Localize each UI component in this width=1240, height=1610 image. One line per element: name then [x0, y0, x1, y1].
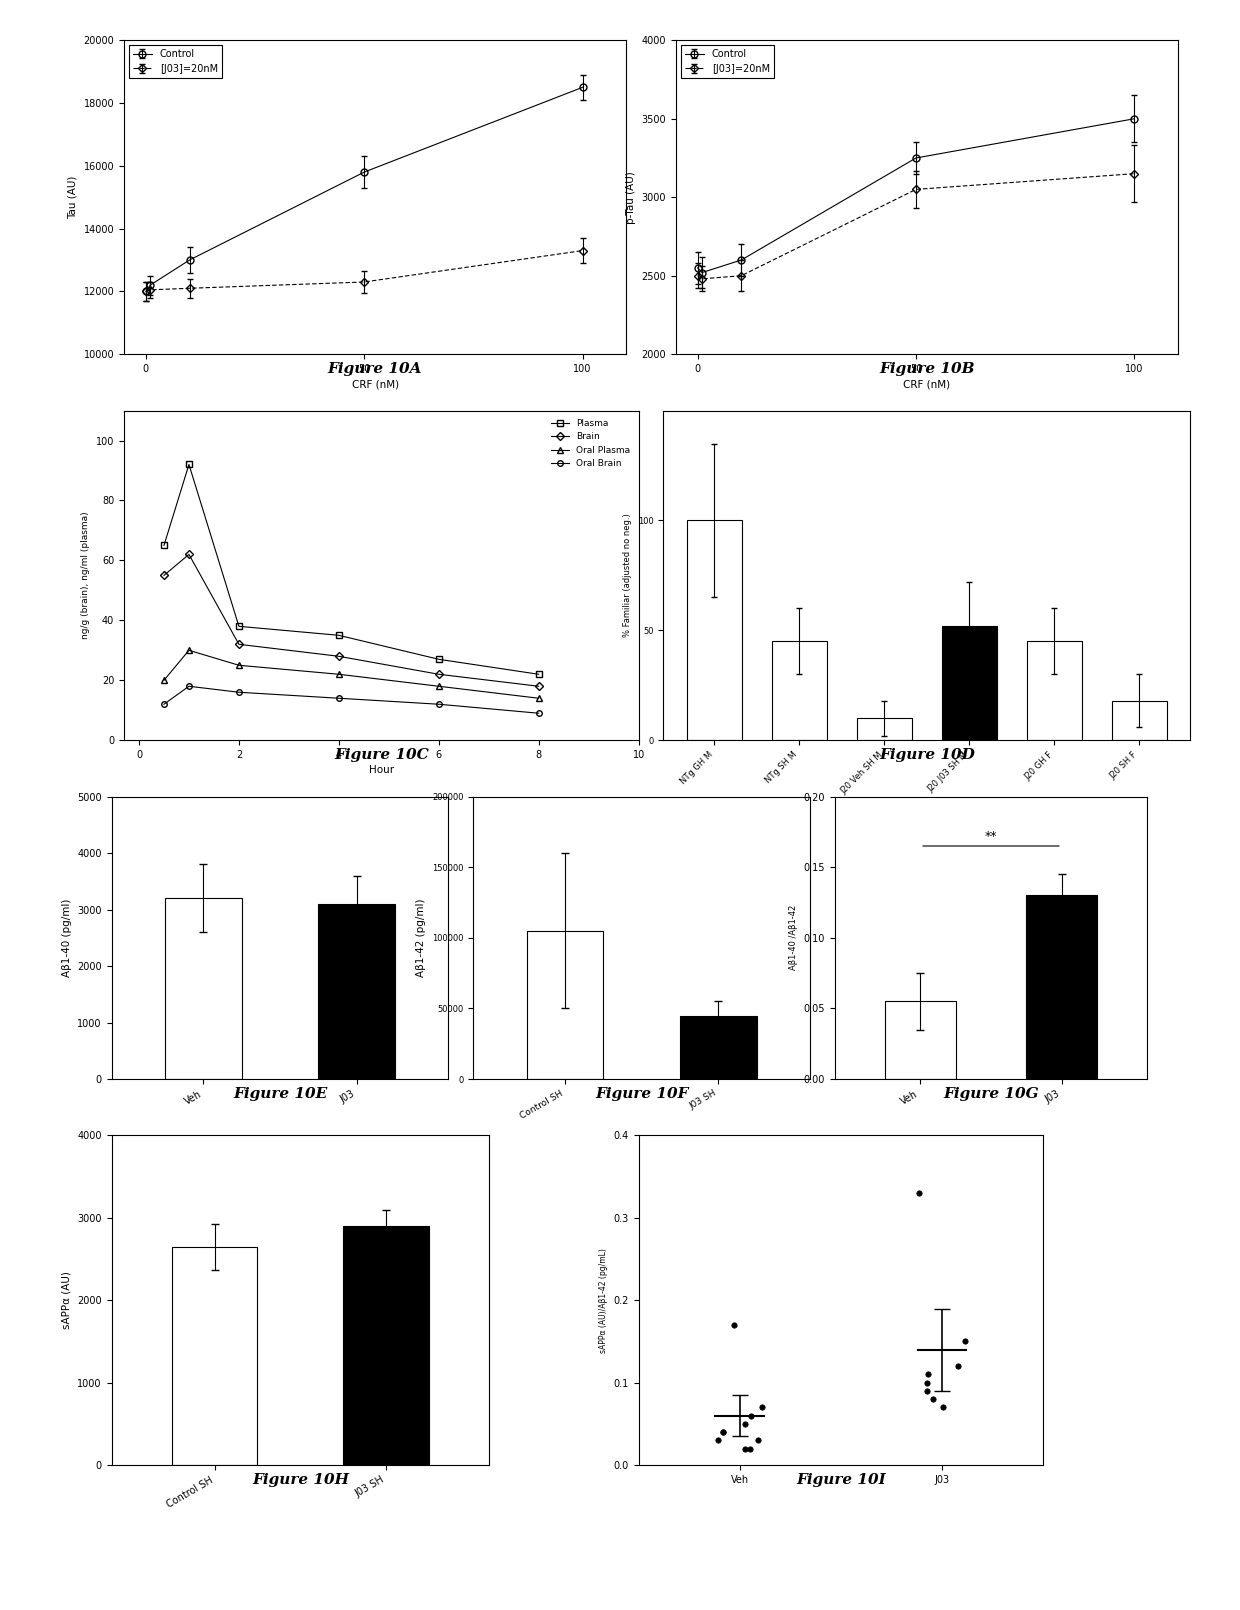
Brain [156, 565, 171, 584]
Oral Plasma [432, 676, 446, 696]
Oral Brain [156, 694, 171, 713]
Point [724, 1312, 744, 1338]
Bar [165, 898, 242, 1079]
Bar [687, 520, 742, 741]
Plasma [432, 649, 446, 668]
Plasma [232, 617, 247, 636]
X-axis label: CRF (nM): CRF (nM) [903, 380, 951, 390]
Point [918, 1362, 937, 1388]
Text: Figure 10I: Figure 10I [796, 1473, 885, 1488]
Y-axis label: p-Tau (AU): p-Tau (AU) [626, 171, 636, 224]
Point [751, 1394, 771, 1420]
X-axis label: CRF (nM): CRF (nM) [351, 380, 399, 390]
Bar [884, 1001, 956, 1079]
Text: Figure 10F: Figure 10F [595, 1087, 688, 1101]
Bar [941, 626, 997, 741]
Bar [171, 1246, 258, 1465]
Brain [181, 544, 196, 564]
Oral Plasma [156, 671, 171, 691]
Point [923, 1386, 942, 1412]
Plasma [156, 536, 171, 555]
Point [713, 1420, 733, 1446]
Bar [771, 641, 827, 741]
Text: Figure 10E: Figure 10E [233, 1087, 327, 1101]
Brain [331, 647, 346, 667]
Brain [232, 634, 247, 654]
Point [916, 1378, 936, 1404]
Brain [531, 676, 546, 696]
Point [909, 1180, 929, 1206]
Y-axis label: ng/g (brain), ng/ml (plasma): ng/g (brain), ng/ml (plasma) [82, 512, 91, 639]
Text: **: ** [985, 831, 997, 844]
Bar [319, 903, 394, 1079]
Bar [857, 718, 913, 741]
Bar [1112, 700, 1167, 741]
Bar [527, 931, 604, 1079]
Legend: Control, [J03]=20nM: Control, [J03]=20nM [129, 45, 222, 77]
Text: Figure 10H: Figure 10H [252, 1473, 348, 1488]
Text: Figure 10D: Figure 10D [879, 749, 975, 762]
Line: Plasma: Plasma [161, 462, 542, 678]
Line: Brain: Brain [161, 552, 542, 689]
Point [734, 1410, 754, 1436]
Text: Figure 10B: Figure 10B [879, 362, 975, 377]
Plasma [181, 456, 196, 475]
Text: Figure 10C: Figure 10C [334, 749, 429, 762]
Line: Oral Brain: Oral Brain [161, 684, 542, 716]
Point [713, 1420, 733, 1446]
Point [742, 1402, 761, 1428]
Y-axis label: Tau (AU): Tau (AU) [68, 175, 78, 219]
Point [949, 1354, 968, 1380]
Point [735, 1436, 755, 1462]
Y-axis label: sAPPα (AU)/Aβ1-42 (pg/mL): sAPPα (AU)/Aβ1-42 (pg/mL) [599, 1248, 608, 1352]
Bar [680, 1016, 756, 1079]
X-axis label: Hour: Hour [368, 765, 394, 776]
Oral Plasma [181, 641, 196, 660]
Point [708, 1428, 728, 1454]
Plasma [531, 665, 546, 684]
Brain [432, 665, 446, 684]
Oral Brain [181, 676, 196, 696]
Bar [1027, 895, 1097, 1079]
Text: Figure 10G: Figure 10G [944, 1087, 1039, 1101]
Oral Plasma [331, 665, 346, 684]
Oral Brain [531, 704, 546, 723]
Oral Brain [232, 683, 247, 702]
Y-axis label: Aβ1-40 /Aβ1-42: Aβ1-40 /Aβ1-42 [789, 905, 799, 971]
Y-axis label: % Familiar (adjusted no neg.): % Familiar (adjusted no neg.) [624, 514, 632, 638]
Point [748, 1428, 768, 1454]
Oral Plasma [232, 655, 247, 675]
Legend: Plasma, Brain, Oral Plasma, Oral Brain: Plasma, Brain, Oral Plasma, Oral Brain [548, 415, 634, 472]
Point [740, 1436, 760, 1462]
Oral Brain [331, 689, 346, 708]
Point [934, 1394, 954, 1420]
Legend: Control, [J03]=20nM: Control, [J03]=20nM [681, 45, 774, 77]
Bar [1027, 641, 1083, 741]
Y-axis label: sAPPα (AU): sAPPα (AU) [62, 1272, 72, 1330]
Bar [343, 1227, 429, 1465]
Y-axis label: Aβ1-42 (pg/ml): Aβ1-42 (pg/ml) [417, 898, 427, 977]
Text: Figure 10A: Figure 10A [327, 362, 423, 377]
Plasma [331, 626, 346, 646]
Y-axis label: Aβ1-40 (pg/ml): Aβ1-40 (pg/ml) [62, 898, 72, 977]
Point [955, 1328, 975, 1354]
Line: Oral Plasma: Oral Plasma [161, 647, 542, 700]
Point [916, 1370, 936, 1396]
Oral Brain [432, 694, 446, 713]
Oral Plasma [531, 689, 546, 708]
